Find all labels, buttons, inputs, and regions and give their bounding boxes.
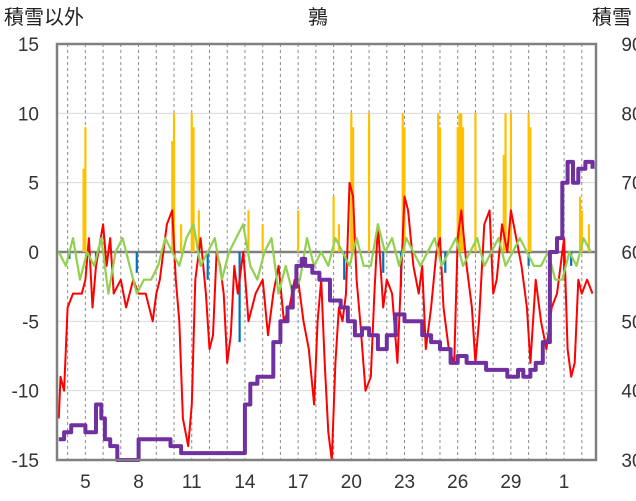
- x-tick-label: 20: [341, 472, 362, 493]
- y-left-tick-label: -10: [12, 382, 39, 403]
- x-tick-label: 23: [394, 472, 415, 493]
- y-right-tick-label: 40: [621, 382, 636, 403]
- plot-area: 151050-5-10-1590807060504030581114172023…: [12, 35, 636, 493]
- x-tick-label: 14: [234, 472, 256, 493]
- x-tick-label: 5: [80, 472, 91, 493]
- y-right-tick-label: 80: [621, 104, 636, 125]
- plot-frame: [55, 42, 598, 462]
- y-right-tick-label: 30: [621, 451, 636, 472]
- y-right-tick-label: 60: [621, 243, 636, 264]
- y-right-tick-label: 70: [621, 174, 636, 195]
- x-tick-label: 8: [133, 472, 144, 493]
- temperature-line: [57, 181, 594, 461]
- y-left-tick-label: -5: [22, 312, 39, 333]
- x-tick-label: 29: [500, 472, 521, 493]
- y-right-tick-label: 50: [621, 312, 636, 333]
- y-left-tick-label: 15: [18, 35, 39, 56]
- x-tick-label: 11: [182, 472, 202, 493]
- x-tick-label: 1: [559, 472, 570, 493]
- left-axis-label: 積雪以外: [4, 6, 84, 29]
- y-left-tick-label: 5: [28, 174, 39, 195]
- chart-title: 鶉: [308, 6, 328, 29]
- y-right-tick-label: 90: [621, 35, 636, 56]
- x-tick-label: 26: [447, 472, 468, 493]
- y-left-tick-label: -15: [12, 451, 39, 472]
- right-axis-label: 積雪: [592, 6, 632, 29]
- x-tick-label: 17: [288, 472, 309, 493]
- y-left-tick-label: 10: [18, 104, 39, 125]
- y-left-tick-label: 0: [28, 243, 39, 264]
- snow_depth-line: [58, 159, 595, 462]
- temperature_change-line: [57, 223, 592, 295]
